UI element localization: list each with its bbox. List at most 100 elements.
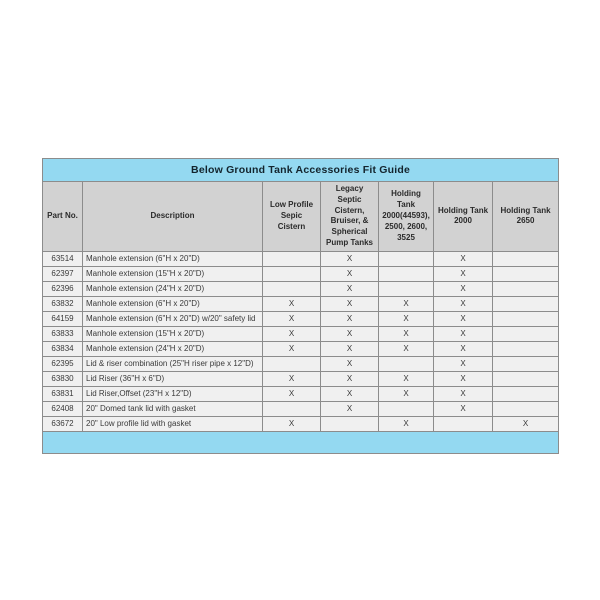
fit-cell: X	[320, 325, 379, 342]
column-header-part-no: Part No.	[42, 181, 83, 252]
part-no-cell: 62408	[42, 400, 83, 417]
fit-cell	[491, 385, 560, 402]
fit-cell: X	[433, 385, 493, 402]
fit-cell	[491, 250, 560, 267]
fit-cell: X	[378, 295, 434, 312]
description-cell: Manhole extension (15"H x 20"D)	[82, 325, 263, 342]
table-row: 62408 20" Domed tank lid with gasket X X	[42, 400, 560, 417]
description-cell: Manhole extension (6"H x 20"D) w/20" saf…	[82, 310, 263, 327]
fit-cell	[491, 280, 560, 297]
description-cell: Manhole extension (6"H x 20"D)	[82, 295, 263, 312]
header-row: Part No. Description Low Profile Sepic C…	[42, 181, 560, 252]
part-no-cell: 64159	[42, 310, 83, 327]
fit-cell	[491, 340, 560, 357]
fit-cell	[378, 400, 434, 417]
fit-cell: X	[433, 280, 493, 297]
fit-cell	[262, 400, 321, 417]
fit-cell: X	[262, 310, 321, 327]
footer-band	[41, 430, 560, 454]
part-no-cell: 63834	[42, 340, 83, 357]
fit-cell	[378, 355, 434, 372]
part-no-cell: 63514	[42, 250, 83, 267]
part-no-cell: 63672	[42, 415, 83, 432]
description-cell: Lid Riser (36"H x 6"D)	[82, 370, 263, 387]
fit-cell: X	[433, 295, 493, 312]
fit-cell: X	[433, 250, 493, 267]
fit-cell: X	[433, 370, 493, 387]
description-cell: 20" Low profile lid with gasket	[82, 415, 263, 432]
table-row: 62396 Manhole extension (24"H x 20"D) X …	[42, 280, 560, 297]
part-no-cell: 63831	[42, 385, 83, 402]
fit-cell: X	[262, 340, 321, 357]
fit-cell: X	[378, 310, 434, 327]
part-no-cell: 62395	[42, 355, 83, 372]
fit-cell	[491, 265, 560, 282]
part-no-cell: 62397	[42, 265, 83, 282]
fit-cell: X	[433, 355, 493, 372]
table-row: 63833 Manhole extension (15"H x 20"D) X …	[42, 325, 560, 342]
description-cell: Lid & riser combination (25"H riser pipe…	[82, 355, 263, 372]
fit-cell: X	[262, 325, 321, 342]
table-title: Below Ground Tank Accessories Fit Guide	[41, 158, 560, 182]
fit-cell: X	[433, 265, 493, 282]
fit-cell: X	[320, 400, 379, 417]
fit-cell: X	[262, 370, 321, 387]
description-cell: Manhole extension (6"H x 20"D)	[82, 250, 263, 267]
description-cell: Manhole extension (24"H x 20"D)	[82, 280, 263, 297]
column-header-holding-tank-44593: Holding Tank 2000(44593), 2500, 2600, 35…	[378, 181, 434, 252]
fit-cell: X	[433, 400, 493, 417]
table-row: 63830 Lid Riser (36"H x 6"D) X X X X	[42, 370, 560, 387]
part-no-cell: 63832	[42, 295, 83, 312]
fit-cell	[262, 265, 321, 282]
fit-cell	[262, 280, 321, 297]
fit-cell: X	[320, 295, 379, 312]
fit-cell: X	[433, 310, 493, 327]
fit-cell	[491, 355, 560, 372]
table-row: 62397 Manhole extension (15"H x 20"D) X …	[42, 265, 560, 282]
fit-cell: X	[262, 415, 321, 432]
fit-cell	[378, 250, 434, 267]
fit-cell: X	[433, 340, 493, 357]
fit-guide-table: Below Ground Tank Accessories Fit Guide …	[41, 158, 560, 454]
column-header-holding-tank-2650: Holding Tank 2650	[491, 181, 560, 252]
column-header-legacy-septic: Legacy Septic Cistern, Bruiser, & Spheri…	[320, 181, 379, 252]
fit-cell	[378, 265, 434, 282]
fit-cell	[433, 415, 493, 432]
table-row: 62395 Lid & riser combination (25"H rise…	[42, 355, 560, 372]
fit-cell: X	[262, 295, 321, 312]
fit-cell	[262, 250, 321, 267]
column-header-description: Description	[82, 181, 263, 252]
fit-cell	[320, 415, 379, 432]
fit-cell: X	[433, 325, 493, 342]
table-row: 63834 Manhole extension (24"H x 20"D) X …	[42, 340, 560, 357]
fit-cell: X	[378, 415, 434, 432]
description-cell: Manhole extension (15"H x 20"D)	[82, 265, 263, 282]
fit-cell: X	[378, 340, 434, 357]
part-no-cell: 63833	[42, 325, 83, 342]
table-row: 64159 Manhole extension (6"H x 20"D) w/2…	[42, 310, 560, 327]
description-cell: 20" Domed tank lid with gasket	[82, 400, 263, 417]
fit-cell: X	[320, 355, 379, 372]
fit-cell	[378, 280, 434, 297]
fit-cell: X	[491, 415, 560, 432]
fit-cell	[491, 370, 560, 387]
fit-cell	[491, 310, 560, 327]
part-no-cell: 63830	[42, 370, 83, 387]
fit-cell: X	[378, 385, 434, 402]
title-row: Below Ground Tank Accessories Fit Guide	[41, 158, 560, 182]
table-row: 63672 20" Low profile lid with gasket X …	[42, 415, 560, 432]
description-cell: Manhole extension (24"H x 20"D)	[82, 340, 263, 357]
fit-cell	[491, 295, 560, 312]
footer-row	[41, 430, 560, 454]
fit-cell: X	[378, 325, 434, 342]
fit-cell: X	[378, 370, 434, 387]
fit-cell: X	[320, 370, 379, 387]
table-row: 63832 Manhole extension (6"H x 20"D) X X…	[42, 295, 560, 312]
column-header-low-profile: Low Profile Sepic Cistern	[262, 181, 321, 252]
description-cell: Lid Riser,Offset (23"H x 12"D)	[82, 385, 263, 402]
fit-cell	[491, 325, 560, 342]
column-header-holding-tank-2000: Holding Tank 2000	[433, 181, 493, 252]
fit-cell: X	[320, 310, 379, 327]
fit-cell	[491, 400, 560, 417]
